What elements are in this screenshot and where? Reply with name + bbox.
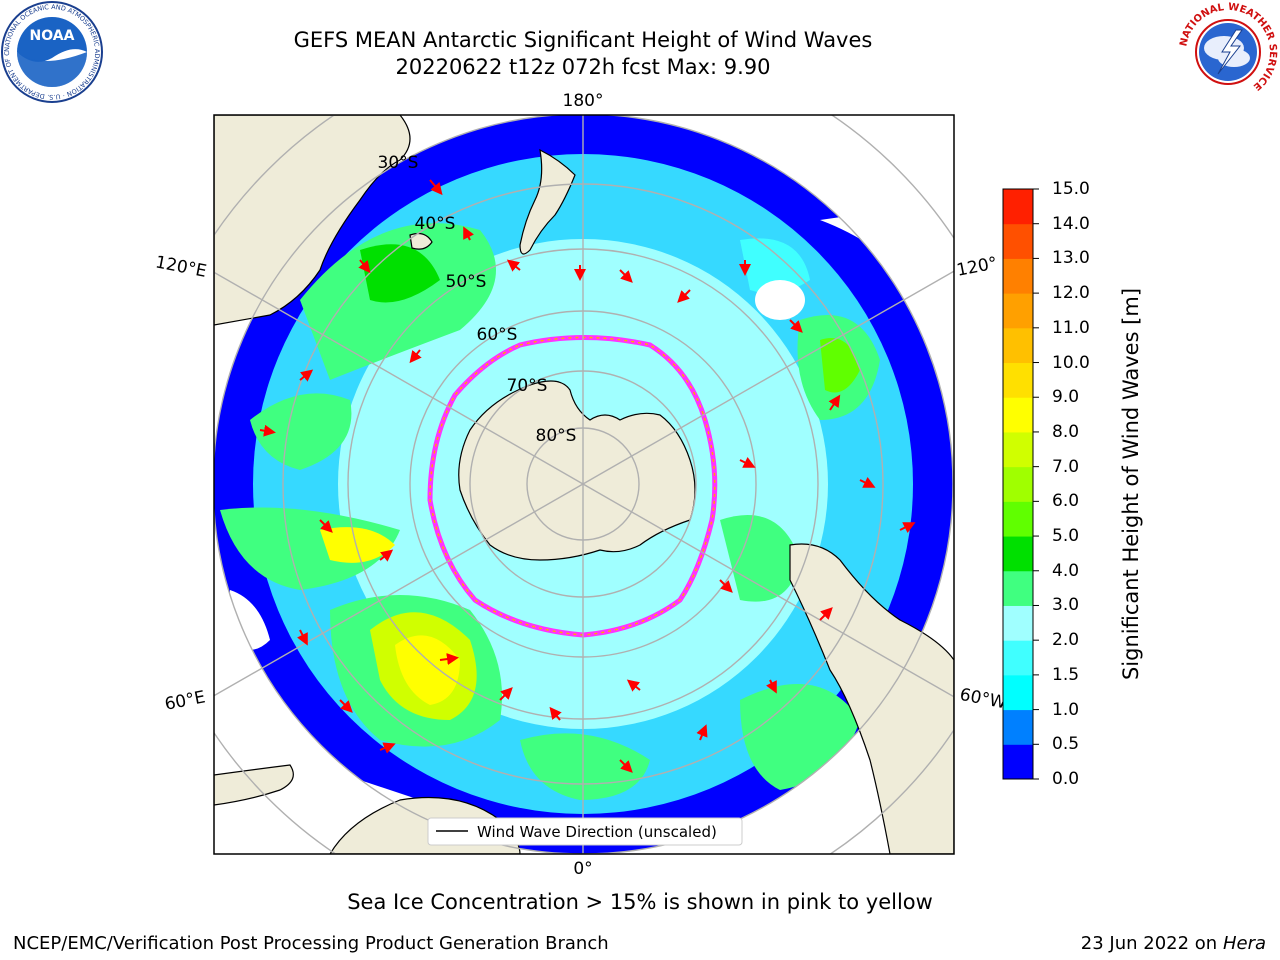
lon-label-60w: 60°W <box>958 685 1008 714</box>
colorbar-tick-label: 6.0 <box>1052 491 1080 512</box>
lat-label-40s: 40°S <box>415 214 456 234</box>
map-legend: Wind Wave Direction (unscaled) <box>427 817 743 846</box>
colorbar-swatch <box>1003 570 1033 606</box>
graticule <box>214 115 954 854</box>
colorbar-tick-label: 15.0 <box>1052 179 1090 199</box>
footer-date: 23 Jun 2022 on Hera <box>1080 933 1266 954</box>
colorbar-tick-label: 5.0 <box>1052 526 1080 547</box>
colorbar-tick-label: 13.0 <box>1052 248 1090 269</box>
colorbar-swatch <box>1003 536 1033 572</box>
lon-label-120w: 120° <box>955 253 999 280</box>
land-masses <box>214 115 954 854</box>
lon-label-180: 180° <box>563 91 604 111</box>
colorbar-swatch <box>1003 293 1033 329</box>
map-subtitle-forecast: 20220622 t12z 072h fcst Max: 9.90 <box>395 55 771 79</box>
nws-logo: NATIONAL WEATHER SERVICE <box>1178 2 1278 102</box>
colorbar-tick-label: 7.0 <box>1052 456 1080 477</box>
colorbar-swatch <box>1003 709 1033 745</box>
colorbar-swatch <box>1003 397 1033 433</box>
colorbar-tick-label: 10.0 <box>1052 352 1090 373</box>
noaa-logo: NATIONAL OCEANIC AND ATMOSPHERIC ADMINIS… <box>0 0 103 103</box>
colorbar-tick-label: 14.0 <box>1052 213 1090 234</box>
colorbar-tick-label: 3.0 <box>1052 595 1080 616</box>
colorbar-swatch <box>1003 744 1033 780</box>
colorbar-frame <box>1002 188 1034 780</box>
colorbar-tick-label: 2.0 <box>1052 630 1080 651</box>
colorbar-swatch <box>1003 605 1033 641</box>
colorbar-tick-label: 4.0 <box>1052 560 1080 581</box>
colorbar-tick-label: 0.5 <box>1052 734 1080 755</box>
lon-label-0: 0° <box>573 859 592 879</box>
colorbar-swatch <box>1003 327 1033 364</box>
map-frame <box>213 114 955 855</box>
lat-label-50s: 50°S <box>446 272 487 292</box>
colorbar-title: Significant Height of Wind Waves [m] <box>1119 287 1143 681</box>
colorbar-tick-label: 1.0 <box>1052 699 1080 720</box>
colorbar-swatch <box>1003 189 1033 225</box>
lat-label-70s: 70°S <box>507 376 548 396</box>
lon-label-60e: 60°E <box>163 687 207 714</box>
colorbar-swatch <box>1003 431 1033 468</box>
lat-label-30s: 30°S <box>378 153 419 173</box>
footer-host: Hera <box>1222 933 1266 954</box>
sea-ice-note: Sea Ice Concentration > 15% is shown in … <box>347 890 933 914</box>
colorbar-tick-label: 12.0 <box>1052 283 1090 304</box>
colorbar-swatch <box>1003 674 1033 711</box>
colorbar <box>1002 188 1039 780</box>
lat-label-60s: 60°S <box>477 325 518 345</box>
colorbar-tick-label: 9.0 <box>1052 387 1080 408</box>
colorbar-tick-label: 0.0 <box>1052 769 1080 789</box>
sea-ice-edge <box>427 335 718 638</box>
colorbar-tick-label: 11.0 <box>1052 317 1090 338</box>
colorbar-swatch <box>1003 362 1033 398</box>
svg-text:NOAA: NOAA <box>30 28 75 44</box>
lon-label-120e: 120°E <box>154 252 209 281</box>
svg-text:Wind Wave Direction (unscaled): Wind Wave Direction (unscaled) <box>477 823 717 841</box>
colorbar-swatch <box>1003 501 1033 537</box>
colorbar-tick-label: 1.5 <box>1052 664 1080 685</box>
colorbar-swatch <box>1003 258 1033 294</box>
colorbar-swatch <box>1003 223 1033 259</box>
colorbar-swatch <box>1003 466 1033 502</box>
colorbar-tick-label: 8.0 <box>1052 421 1080 442</box>
colorbar-swatch <box>1003 640 1033 676</box>
footer-credit: NCEP/EMC/Verification Post Processing Pr… <box>13 933 609 954</box>
lat-label-80s: 80°S <box>536 426 577 446</box>
wind-wave-arrows <box>259 179 916 773</box>
map-title: GEFS MEAN Antarctic Significant Height o… <box>293 28 873 52</box>
